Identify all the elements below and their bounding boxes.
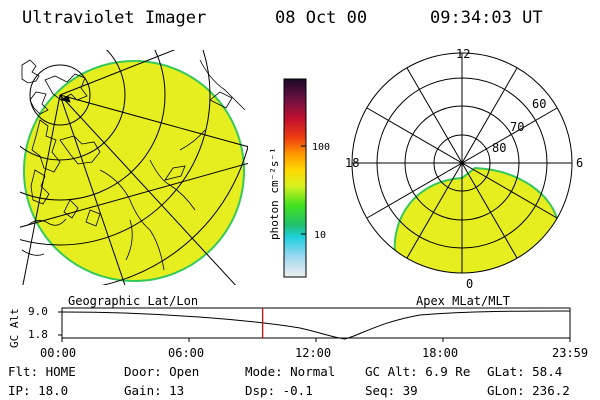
status-glat: GLat: 58.4 [487, 364, 563, 379]
altitude-ylabel: GC Alt [8, 308, 21, 348]
time-tick-0000: 00:00 [40, 346, 77, 360]
colorbar [283, 78, 307, 278]
time-tick-1800: 18:00 [422, 346, 459, 360]
mlt-label-6: 6 [576, 156, 584, 170]
status-door: Door: Open [124, 364, 200, 379]
mlat-label-80: 80 [492, 141, 507, 155]
time-tick-2359: 23:59 [552, 346, 589, 360]
altitude-ytick-high: 9.0 [28, 305, 48, 318]
status-glon: GLon: 236.2 [487, 383, 570, 398]
mlt-label-18: 18 [345, 156, 360, 170]
geo-panel-caption: Geographic Lat/Lon [68, 294, 199, 308]
coastlines [21, 59, 246, 271]
header-time: 09:34:03 UT [430, 8, 543, 28]
polar-grid [351, 52, 573, 274]
status-gain: Gain: 13 [124, 383, 185, 398]
altitude-ytick-low: 1.8 [28, 328, 48, 341]
mlat-label-70: 70 [510, 120, 525, 134]
colorbar-tick-100: 100 [312, 142, 331, 153]
polar-panel-caption: Apex MLat/MLT [416, 294, 510, 308]
mlt-label-0: 0 [466, 277, 474, 291]
status-ip: IP: 18.0 [8, 383, 69, 398]
time-tick-1200: 12:00 [295, 346, 332, 360]
status-seq: Seq: 39 [365, 383, 418, 398]
mlt-label-12: 12 [456, 47, 471, 61]
app-title: Ultraviolet Imager [22, 8, 207, 28]
colorbar-tick-10: 10 [314, 230, 327, 241]
header-date: 08 Oct 00 [275, 8, 368, 28]
geo-grid [20, 50, 248, 285]
status-flight: Flt: HOME [8, 364, 76, 379]
status-gc-alt: GC Alt: 6.9 Re [365, 364, 471, 379]
time-tick-0600: 06:00 [168, 346, 205, 360]
status-dsp: Dsp: -0.1 [245, 383, 313, 398]
mlat-label-60: 60 [532, 97, 547, 111]
status-mode: Mode: Normal [245, 364, 336, 379]
